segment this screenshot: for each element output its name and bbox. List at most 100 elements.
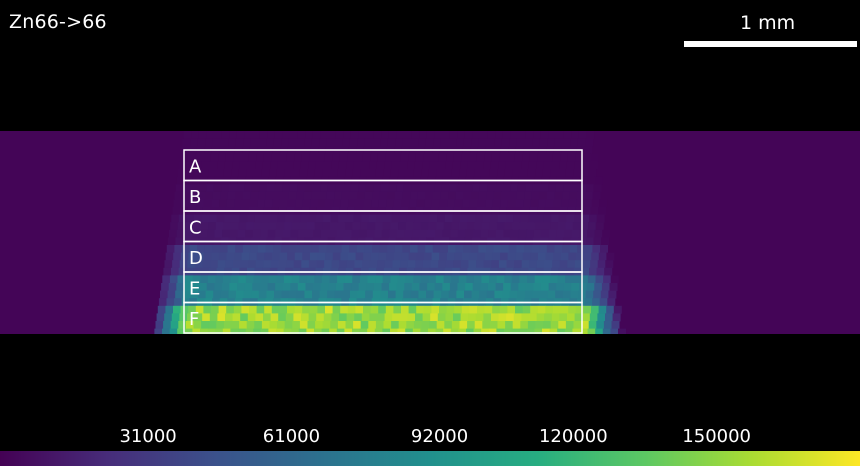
heatmap-pixel (520, 321, 529, 329)
heatmap-pixel (208, 321, 217, 329)
heatmap-pixel (563, 131, 572, 139)
heatmap-pixel (606, 252, 615, 261)
heatmap-pixel (186, 161, 195, 170)
heatmap-pixel (587, 328, 596, 334)
heatmap-pixel (313, 283, 322, 291)
heatmap-pixel (321, 275, 330, 284)
heatmap-pixel (337, 275, 346, 284)
heatmap-pixel (563, 283, 572, 291)
heatmap-pixel (261, 169, 270, 177)
heatmap-pixel (268, 222, 277, 231)
heatmap-pixel (311, 245, 320, 253)
heatmap-pixel (375, 222, 384, 231)
heatmap-pixel (341, 191, 350, 200)
heatmap-pixel (500, 252, 508, 261)
heatmap-pixel (281, 290, 290, 299)
heatmap-pixel (495, 283, 504, 291)
heatmap-pixel (557, 328, 566, 334)
heatmap-pixel (457, 283, 466, 291)
heatmap-pixel (349, 191, 358, 200)
heatmap-pixel (454, 252, 463, 261)
scale-bar (684, 41, 857, 47)
heatmap-pixel (492, 305, 501, 314)
heatmap-pixel (214, 131, 222, 139)
heatmap-pixel (366, 283, 375, 291)
heatmap-pixel (406, 321, 415, 329)
heatmap-pixel (578, 131, 587, 139)
heatmap-pixel (315, 161, 324, 170)
heatmap-pixel (527, 321, 536, 329)
heatmap-pixel (460, 214, 468, 223)
heatmap-pixel (175, 290, 184, 299)
heatmap-pixel (283, 328, 292, 334)
heatmap-pixel (380, 290, 389, 299)
heatmap-pixel (404, 283, 413, 291)
heatmap-pixel (366, 131, 374, 139)
heatmap-pixel (441, 184, 450, 193)
heatmap-pixel (192, 328, 201, 334)
heatmap-pixel (367, 222, 376, 231)
heatmap-pixel (545, 252, 554, 261)
heatmap-pixel (471, 191, 479, 200)
heatmap-pixel (416, 252, 425, 261)
heatmap-pixel (460, 161, 469, 170)
heatmap-pixel (312, 290, 320, 299)
heatmap-pixel (236, 184, 245, 193)
heatmap-pixel (194, 313, 203, 322)
heatmap-pixel (299, 275, 308, 284)
heatmap-pixel (218, 305, 227, 314)
heatmap-pixel (207, 328, 216, 334)
heatmap-pixel (309, 305, 318, 314)
heatmap-pixel (492, 252, 501, 261)
heatmap-pixel (200, 275, 209, 284)
heatmap-pixel (485, 199, 494, 208)
heatmap-pixel (241, 153, 249, 162)
heatmap-pixel (376, 161, 385, 170)
heatmap-pixel (212, 191, 221, 200)
heatmap-pixel (558, 169, 566, 177)
heatmap-pixel (555, 290, 564, 299)
heatmap-pixel (477, 199, 486, 208)
heatmap-pixel (348, 252, 356, 261)
heatmap-pixel (304, 138, 313, 147)
heatmap-pixel (364, 245, 373, 253)
heatmap-pixel (292, 214, 301, 223)
heatmap-pixel (537, 153, 546, 162)
heatmap-pixel (245, 328, 254, 334)
heatmap-pixel (422, 260, 431, 269)
heatmap-pixel (164, 313, 173, 322)
heatmap-pixel (223, 222, 232, 231)
heatmap-pixel (192, 275, 201, 284)
heatmap-pixel (582, 260, 591, 269)
heatmap-pixel (266, 290, 275, 299)
heatmap-pixel (439, 305, 447, 314)
heatmap-pixel (566, 161, 575, 170)
heatmap-pixel (408, 252, 417, 261)
heatmap-pixel (393, 305, 402, 314)
heatmap-pixel (567, 313, 575, 322)
heatmap-pixel (250, 245, 259, 253)
heatmap-pixel (307, 169, 316, 177)
heatmap-pixel (317, 153, 325, 162)
heatmap-pixel (376, 214, 385, 223)
heatmap-pixel (378, 252, 387, 261)
heatmap-pixel (565, 169, 574, 177)
heatmap-pixel (320, 131, 329, 139)
heatmap-pixel (387, 138, 396, 147)
heatmap-pixel (520, 169, 528, 177)
heatmap-pixel (346, 260, 355, 269)
heatmap-pixel (551, 313, 560, 322)
heatmap-pixel (366, 229, 375, 238)
heatmap-pixel (441, 290, 450, 299)
heatmap-pixel (601, 283, 610, 291)
heatmap-pixel (198, 290, 206, 299)
heatmap-pixel (357, 191, 365, 200)
heatmap-pixel (302, 252, 311, 261)
heatmap-pixel (505, 161, 514, 170)
heatmap-pixel (410, 290, 419, 299)
heatmap-pixel (262, 214, 271, 223)
heatmap-pixel (597, 260, 606, 269)
heatmap-pixel (532, 290, 541, 299)
heatmap-pixel (404, 131, 412, 139)
heatmap-pixel (176, 176, 185, 185)
